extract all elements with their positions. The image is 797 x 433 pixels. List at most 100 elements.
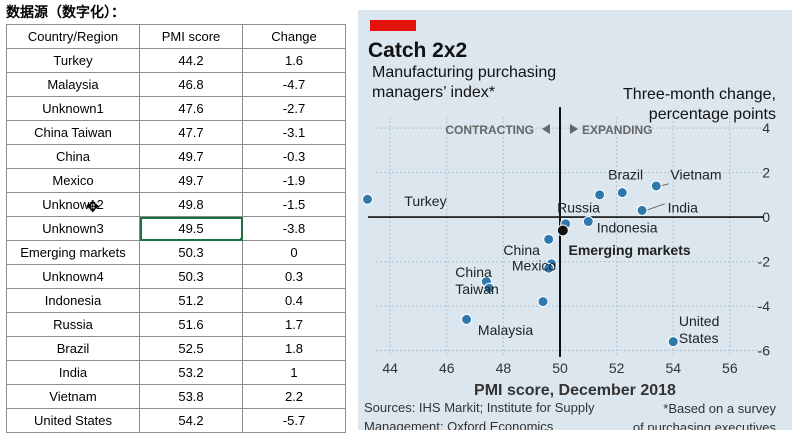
data-point	[362, 193, 374, 205]
accent-bar	[370, 20, 416, 31]
data-point	[636, 204, 648, 216]
cell-change[interactable]: 1	[242, 360, 346, 385]
cell-pmi[interactable]: 49.7	[139, 144, 243, 169]
cell-change[interactable]: -5.7	[242, 408, 346, 433]
cell-country[interactable]: Vietnam	[6, 384, 140, 409]
cell-country[interactable]: Brazil	[6, 336, 140, 361]
cell-country[interactable]: Unknown4	[6, 264, 140, 289]
cell-country[interactable]: Unknown1	[6, 96, 140, 121]
point-label: Turkey	[404, 193, 446, 209]
cell-change[interactable]: 2.2	[242, 384, 346, 409]
cell-cursor-icon: ✥	[86, 197, 100, 216]
cell-country[interactable]: China	[6, 144, 140, 169]
cell-pmi[interactable]: 46.8	[139, 72, 243, 97]
y-tick-label: -2	[758, 254, 771, 270]
header-pmi[interactable]: PMI score	[139, 24, 243, 49]
x-tick-label: 46	[439, 360, 455, 376]
x-tick-label: 50	[552, 360, 568, 376]
india-leader-line	[645, 203, 665, 211]
cell-change[interactable]: 1.6	[242, 48, 346, 73]
table-row: Indonesia 51.2 0.4	[6, 288, 346, 313]
cell-change[interactable]: 0.4	[242, 288, 346, 313]
cell-pmi[interactable]: 51.6	[139, 312, 243, 337]
scatter-chart: Catch 2x2 Manufacturing purchasing manager…	[362, 20, 777, 430]
cell-pmi[interactable]: 50.3	[139, 240, 243, 265]
x-tick-label: 56	[722, 360, 738, 376]
data-point	[667, 336, 679, 348]
y-tick-label: 2	[762, 165, 770, 181]
cell-pmi[interactable]: 54.2	[139, 408, 243, 433]
cell-pmi[interactable]: 49.8	[139, 192, 243, 217]
cell-country[interactable]: Emerging markets	[6, 240, 140, 265]
contracting-label: CONTRACTING	[445, 123, 534, 137]
cell-change[interactable]: -3.8	[242, 216, 346, 241]
table-row: Unknown1 47.6 -2.7	[6, 96, 346, 121]
data-point	[650, 180, 662, 192]
cell-pmi[interactable]: 44.2	[139, 48, 243, 73]
cell-country[interactable]: Mexico	[6, 168, 140, 193]
cell-change[interactable]: -3.1	[242, 120, 346, 145]
x-tick-label: 44	[382, 360, 398, 376]
x-tick-label: 52	[609, 360, 625, 376]
cell-country[interactable]: China Taiwan	[6, 120, 140, 145]
cell-country[interactable]: Russia	[6, 312, 140, 337]
data-point	[461, 313, 473, 325]
cell-country[interactable]: Malaysia	[6, 72, 140, 97]
chart-subtitle: managers’ index*	[372, 84, 495, 101]
cell-pmi[interactable]: 52.5	[139, 336, 243, 361]
table-row: Unknown2 49.8 -1.5	[6, 192, 346, 217]
y-axis-title: Three-month change,	[623, 86, 776, 103]
cell-change[interactable]: -1.5	[242, 192, 346, 217]
data-point	[616, 187, 628, 199]
cell-change[interactable]: -4.7	[242, 72, 346, 97]
cell-country[interactable]: Unknown3	[6, 216, 140, 241]
table-row: Turkey 44.2 1.6	[6, 48, 346, 73]
y-axis-title: percentage points	[649, 106, 776, 123]
cell-change[interactable]: -0.3	[242, 144, 346, 169]
table-row: Unknown4 50.3 0.3	[6, 264, 346, 289]
sources-text: Management; Oxford Economics	[364, 419, 554, 430]
chart-panel: Catch 2x2 Manufacturing purchasing manager…	[358, 10, 792, 430]
cell-pmi[interactable]: 47.6	[139, 96, 243, 121]
table-row: India 53.2 1	[6, 360, 346, 385]
y-tick-label: 0	[762, 209, 770, 225]
table-row: Mexico 49.7 -1.9	[6, 168, 346, 193]
data-point	[594, 189, 606, 201]
expanding-label: EXPANDING	[582, 123, 652, 137]
cell-country[interactable]: India	[6, 360, 140, 385]
cell-pmi[interactable]: 49.5	[139, 216, 243, 241]
x-tick-label: 48	[496, 360, 512, 376]
data-point-emerging-markets	[556, 224, 569, 237]
table-row: China 49.7 -0.3	[6, 144, 346, 169]
data-point	[537, 296, 549, 308]
header-country[interactable]: Country/Region	[6, 24, 140, 49]
cell-country[interactable]: United States	[6, 408, 140, 433]
point-label: Vietnam	[670, 166, 721, 182]
cell-change[interactable]: 1.7	[242, 312, 346, 337]
cell-change[interactable]: -1.9	[242, 168, 346, 193]
cell-change[interactable]: -2.7	[242, 96, 346, 121]
header-change[interactable]: Change	[242, 24, 346, 49]
point-label: United	[679, 313, 719, 329]
table-row: Brazil 52.5 1.8	[6, 336, 346, 361]
point-label: China	[455, 264, 492, 280]
cell-pmi[interactable]: 53.2	[139, 360, 243, 385]
point-label: Brazil	[608, 166, 643, 182]
cell-change[interactable]: 1.8	[242, 336, 346, 361]
point-label: Russia	[557, 200, 600, 216]
cell-country[interactable]: Indonesia	[6, 288, 140, 313]
cell-country[interactable]: Turkey	[6, 48, 140, 73]
point-label: Malaysia	[478, 322, 533, 338]
y-tick-label: -4	[758, 298, 771, 314]
cell-pmi[interactable]: 53.8	[139, 384, 243, 409]
x-tick-label: 54	[665, 360, 681, 376]
cell-pmi[interactable]: 51.2	[139, 288, 243, 313]
chart-subtitle: Manufacturing purchasing	[372, 64, 556, 81]
cell-country[interactable]: Unknown2	[6, 192, 140, 217]
cell-pmi[interactable]: 47.7	[139, 120, 243, 145]
cell-pmi[interactable]: 49.7	[139, 168, 243, 193]
cell-change[interactable]: 0.3	[242, 264, 346, 289]
point-label: India	[668, 200, 699, 216]
cell-change[interactable]: 0	[242, 240, 346, 265]
cell-pmi[interactable]: 50.3	[139, 264, 243, 289]
